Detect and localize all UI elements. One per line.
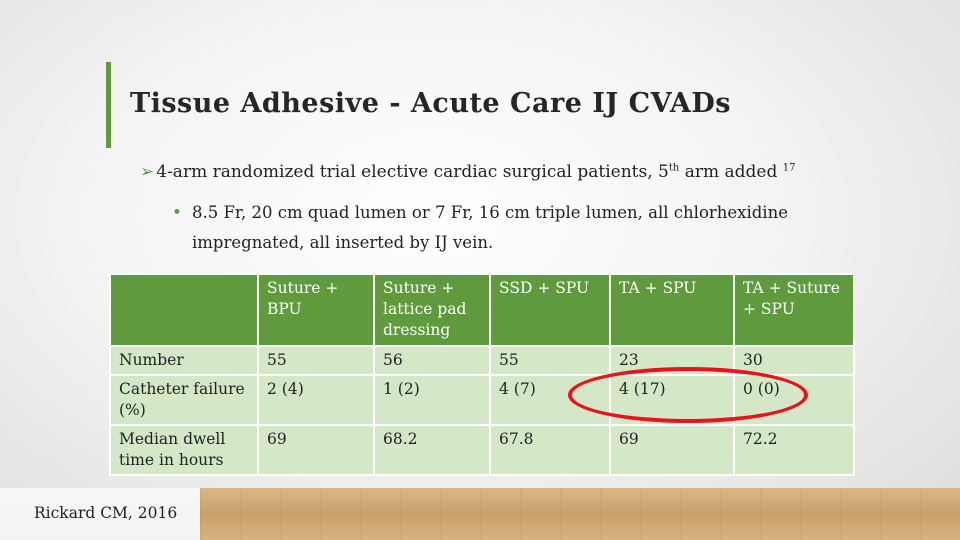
table-cell: Catheter failure (%): [109, 374, 259, 426]
table-header-cell: [109, 273, 259, 347]
table-cell: 55: [489, 345, 611, 376]
table-header-row: Suture + BPU Suture + lattice pad dressi…: [109, 273, 855, 347]
table-header-cell: TA + Suture + SPU: [733, 273, 855, 347]
table-cell: 67.8: [489, 424, 611, 476]
bullet-1-text: 4-arm randomized trial elective cardiac …: [156, 162, 669, 182]
table-cell: 56: [373, 345, 491, 376]
arrow-bullet-icon: ➢: [140, 162, 155, 182]
bullet-2-text: 8.5 Fr, 20 cm quad lumen or 7 Fr, 16 cm …: [192, 203, 788, 252]
bullet-1-tail: arm added: [679, 162, 783, 182]
bullet-level-1: ➢ 4-arm randomized trial elective cardiac…: [140, 162, 795, 182]
table-cell: Number: [109, 345, 259, 376]
dot-bullet-icon: •: [172, 203, 182, 222]
table-cell: 69: [257, 424, 375, 476]
bullet-1-superscript-th: th: [668, 162, 680, 174]
table-header-cell: SSD + SPU: [489, 273, 611, 347]
table-cell: 68.2: [373, 424, 491, 476]
table-cell: 2 (4): [257, 374, 375, 426]
title-accent-bar: [106, 62, 111, 148]
table-cell: 69: [609, 424, 735, 476]
citation-box: [0, 488, 200, 540]
red-highlight-ellipse: [568, 367, 808, 423]
table-row: Median dwell time in hours 69 68.2 67.8 …: [109, 424, 855, 476]
table-cell: 30: [733, 345, 855, 376]
citation-text: Rickard CM, 2016: [34, 504, 178, 522]
table-cell: 55: [257, 345, 375, 376]
wood-floor-decoration: [200, 488, 960, 540]
table-header-cell: Suture + lattice pad dressing: [373, 273, 491, 347]
table-cell: 1 (2): [373, 374, 491, 426]
table-row: Number 55 56 55 23 30: [109, 345, 855, 376]
bullet-1-reference: 17: [782, 162, 796, 174]
slide-title: Tissue Adhesive - Acute Care IJ CVADs: [130, 88, 731, 119]
table-header-cell: TA + SPU: [609, 273, 735, 347]
bullet-level-2: • 8.5 Fr, 20 cm quad lumen or 7 Fr, 16 c…: [172, 198, 832, 258]
table-cell: 72.2: [733, 424, 855, 476]
table-cell: Median dwell time in hours: [109, 424, 259, 476]
table-header-cell: Suture + BPU: [257, 273, 375, 347]
